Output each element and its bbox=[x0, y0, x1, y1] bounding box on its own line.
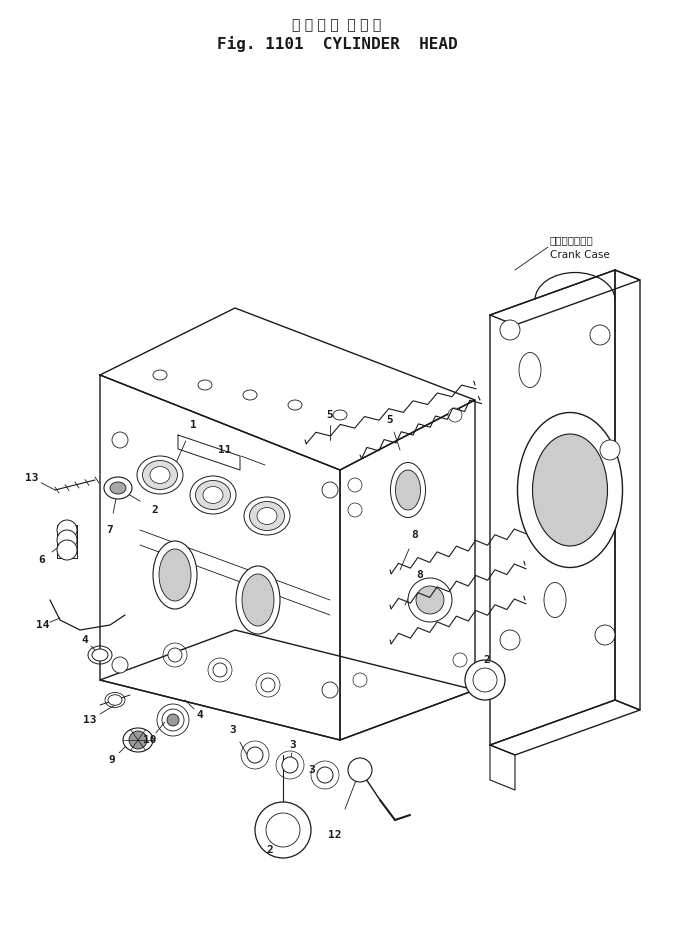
Ellipse shape bbox=[544, 582, 566, 617]
Text: 1: 1 bbox=[190, 420, 196, 430]
Circle shape bbox=[348, 478, 362, 492]
Ellipse shape bbox=[396, 470, 421, 510]
Circle shape bbox=[57, 520, 77, 540]
Text: 9: 9 bbox=[109, 755, 115, 765]
Circle shape bbox=[500, 320, 520, 340]
Circle shape bbox=[353, 673, 367, 687]
Circle shape bbox=[595, 625, 615, 645]
Polygon shape bbox=[100, 630, 475, 740]
Circle shape bbox=[57, 530, 77, 550]
Ellipse shape bbox=[250, 502, 284, 530]
Circle shape bbox=[348, 758, 372, 782]
Ellipse shape bbox=[242, 574, 274, 626]
Text: Crank Case: Crank Case bbox=[550, 250, 610, 260]
Circle shape bbox=[247, 747, 263, 763]
Text: 4: 4 bbox=[196, 710, 203, 720]
Ellipse shape bbox=[123, 728, 153, 752]
Polygon shape bbox=[615, 270, 640, 710]
Ellipse shape bbox=[92, 649, 108, 661]
Polygon shape bbox=[100, 308, 475, 470]
Polygon shape bbox=[100, 375, 340, 740]
Circle shape bbox=[448, 408, 462, 422]
Ellipse shape bbox=[196, 480, 230, 510]
Ellipse shape bbox=[236, 566, 280, 634]
Text: 2: 2 bbox=[152, 505, 159, 515]
Circle shape bbox=[590, 325, 610, 345]
Text: 5: 5 bbox=[387, 415, 394, 425]
Polygon shape bbox=[490, 700, 640, 755]
Ellipse shape bbox=[203, 487, 223, 503]
Ellipse shape bbox=[518, 413, 622, 567]
Text: 12: 12 bbox=[328, 830, 342, 840]
Text: 14: 14 bbox=[36, 620, 50, 630]
Polygon shape bbox=[340, 400, 475, 740]
Circle shape bbox=[57, 540, 77, 560]
Ellipse shape bbox=[333, 410, 347, 420]
Circle shape bbox=[282, 757, 298, 773]
Text: 10: 10 bbox=[143, 735, 157, 745]
Text: 11: 11 bbox=[218, 445, 232, 455]
Ellipse shape bbox=[153, 370, 167, 380]
Circle shape bbox=[322, 682, 338, 698]
Text: 8: 8 bbox=[412, 530, 418, 540]
Ellipse shape bbox=[198, 380, 212, 390]
Circle shape bbox=[112, 432, 128, 448]
Text: 2: 2 bbox=[483, 655, 490, 665]
Circle shape bbox=[317, 767, 333, 783]
Circle shape bbox=[453, 653, 467, 667]
Circle shape bbox=[213, 663, 227, 677]
Text: 5: 5 bbox=[327, 410, 333, 420]
Ellipse shape bbox=[288, 400, 302, 410]
Circle shape bbox=[322, 482, 338, 498]
Text: 7: 7 bbox=[107, 525, 113, 535]
Ellipse shape bbox=[108, 694, 122, 705]
Circle shape bbox=[408, 578, 452, 622]
Text: 13: 13 bbox=[83, 715, 97, 725]
Text: 3: 3 bbox=[290, 740, 296, 750]
Text: 13: 13 bbox=[25, 473, 38, 483]
Ellipse shape bbox=[519, 352, 541, 387]
Circle shape bbox=[348, 503, 362, 517]
Ellipse shape bbox=[190, 476, 236, 514]
Text: 6: 6 bbox=[38, 555, 45, 565]
Polygon shape bbox=[490, 270, 615, 745]
Ellipse shape bbox=[159, 549, 191, 601]
Ellipse shape bbox=[153, 541, 197, 609]
Ellipse shape bbox=[391, 463, 425, 517]
Circle shape bbox=[465, 660, 505, 700]
Text: シ リ ン ダ  ヘ ッ ド: シ リ ン ダ ヘ ッ ド bbox=[292, 18, 381, 32]
Circle shape bbox=[500, 630, 520, 650]
Ellipse shape bbox=[257, 507, 277, 525]
Polygon shape bbox=[178, 435, 240, 470]
Text: 3: 3 bbox=[308, 765, 315, 775]
Ellipse shape bbox=[243, 390, 257, 400]
Ellipse shape bbox=[104, 477, 132, 499]
Text: Fig. 1101  CYLINDER  HEAD: Fig. 1101 CYLINDER HEAD bbox=[217, 36, 458, 52]
Circle shape bbox=[167, 714, 179, 726]
Circle shape bbox=[129, 731, 147, 749]
Circle shape bbox=[261, 678, 275, 692]
Circle shape bbox=[600, 440, 620, 460]
Ellipse shape bbox=[142, 461, 178, 489]
Text: 2: 2 bbox=[267, 845, 273, 855]
Text: 4: 4 bbox=[82, 635, 88, 645]
Ellipse shape bbox=[244, 497, 290, 535]
Circle shape bbox=[255, 802, 311, 858]
Circle shape bbox=[112, 657, 128, 673]
Ellipse shape bbox=[150, 466, 170, 484]
Text: 8: 8 bbox=[416, 570, 423, 580]
Polygon shape bbox=[490, 270, 640, 325]
Ellipse shape bbox=[533, 434, 608, 546]
Circle shape bbox=[168, 648, 182, 662]
Ellipse shape bbox=[110, 482, 126, 494]
Circle shape bbox=[416, 586, 444, 614]
Text: クランクケース: クランクケース bbox=[550, 235, 594, 245]
Polygon shape bbox=[490, 745, 515, 790]
Text: 3: 3 bbox=[230, 725, 236, 735]
Ellipse shape bbox=[137, 456, 183, 494]
